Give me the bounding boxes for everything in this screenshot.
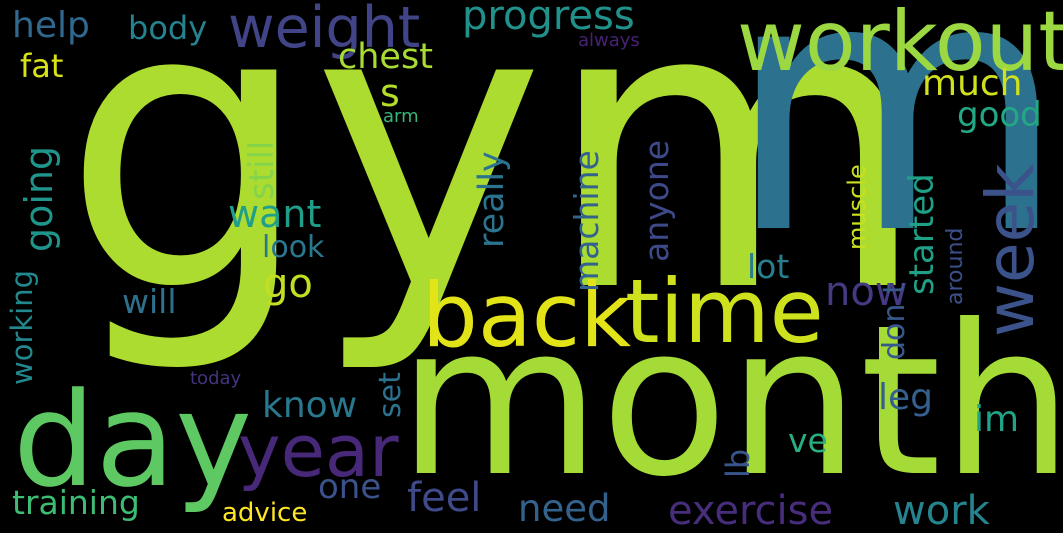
word-still: still <box>242 140 282 200</box>
word-body: body <box>128 9 208 47</box>
word-advice: advice <box>222 498 308 528</box>
word-year: year <box>238 409 399 493</box>
word-anyone: anyone <box>637 139 676 262</box>
word-s: s <box>380 71 400 115</box>
word-feel: feel <box>407 475 482 521</box>
word-leg: leg <box>878 377 934 418</box>
word-fat: fat <box>20 47 64 85</box>
word-going: going <box>17 145 61 252</box>
word-working: working <box>5 269 39 385</box>
word-progress: progress <box>462 0 635 39</box>
word-chest: chest <box>338 37 433 77</box>
word-gym: gym <box>62 0 930 378</box>
word-know: know <box>262 385 358 426</box>
word-will: will <box>122 282 177 321</box>
word-help: help <box>12 5 90 46</box>
word-lot: lot <box>747 247 790 286</box>
word-need: need <box>518 487 611 530</box>
word-around: around <box>943 227 968 305</box>
word-machine: machine <box>567 150 606 292</box>
word-really: really <box>472 151 512 248</box>
word-month: month <box>398 281 1063 523</box>
word-good: good <box>957 95 1042 135</box>
word-m: m <box>726 0 1063 311</box>
word-lb: lb <box>719 448 757 478</box>
word-im: im <box>974 399 1020 440</box>
word-week: week <box>972 163 1049 337</box>
word-workout: workout <box>737 0 1063 90</box>
word-don-t: don t <box>877 282 912 360</box>
word-time: time <box>625 260 824 363</box>
word-work: work <box>893 488 990 533</box>
word-want: want <box>228 192 322 236</box>
word-go: go <box>263 261 313 307</box>
word-look: look <box>262 230 325 265</box>
word-started: started <box>902 173 942 295</box>
word-now: now <box>825 269 908 315</box>
word-back: back <box>422 264 632 367</box>
word-day: day <box>13 364 253 516</box>
word-much: much <box>922 63 1023 104</box>
word-one: one <box>318 467 382 507</box>
word-exercise: exercise <box>668 488 834 533</box>
word-always: always <box>578 30 640 51</box>
word-set: set <box>373 372 408 418</box>
word-weight: weight <box>228 0 421 61</box>
word-arm: arm <box>383 106 419 127</box>
word-today: today <box>190 368 242 389</box>
word-training: training <box>12 483 140 522</box>
word-ve: ve <box>788 421 828 460</box>
word-muscle: muscle <box>843 164 871 250</box>
